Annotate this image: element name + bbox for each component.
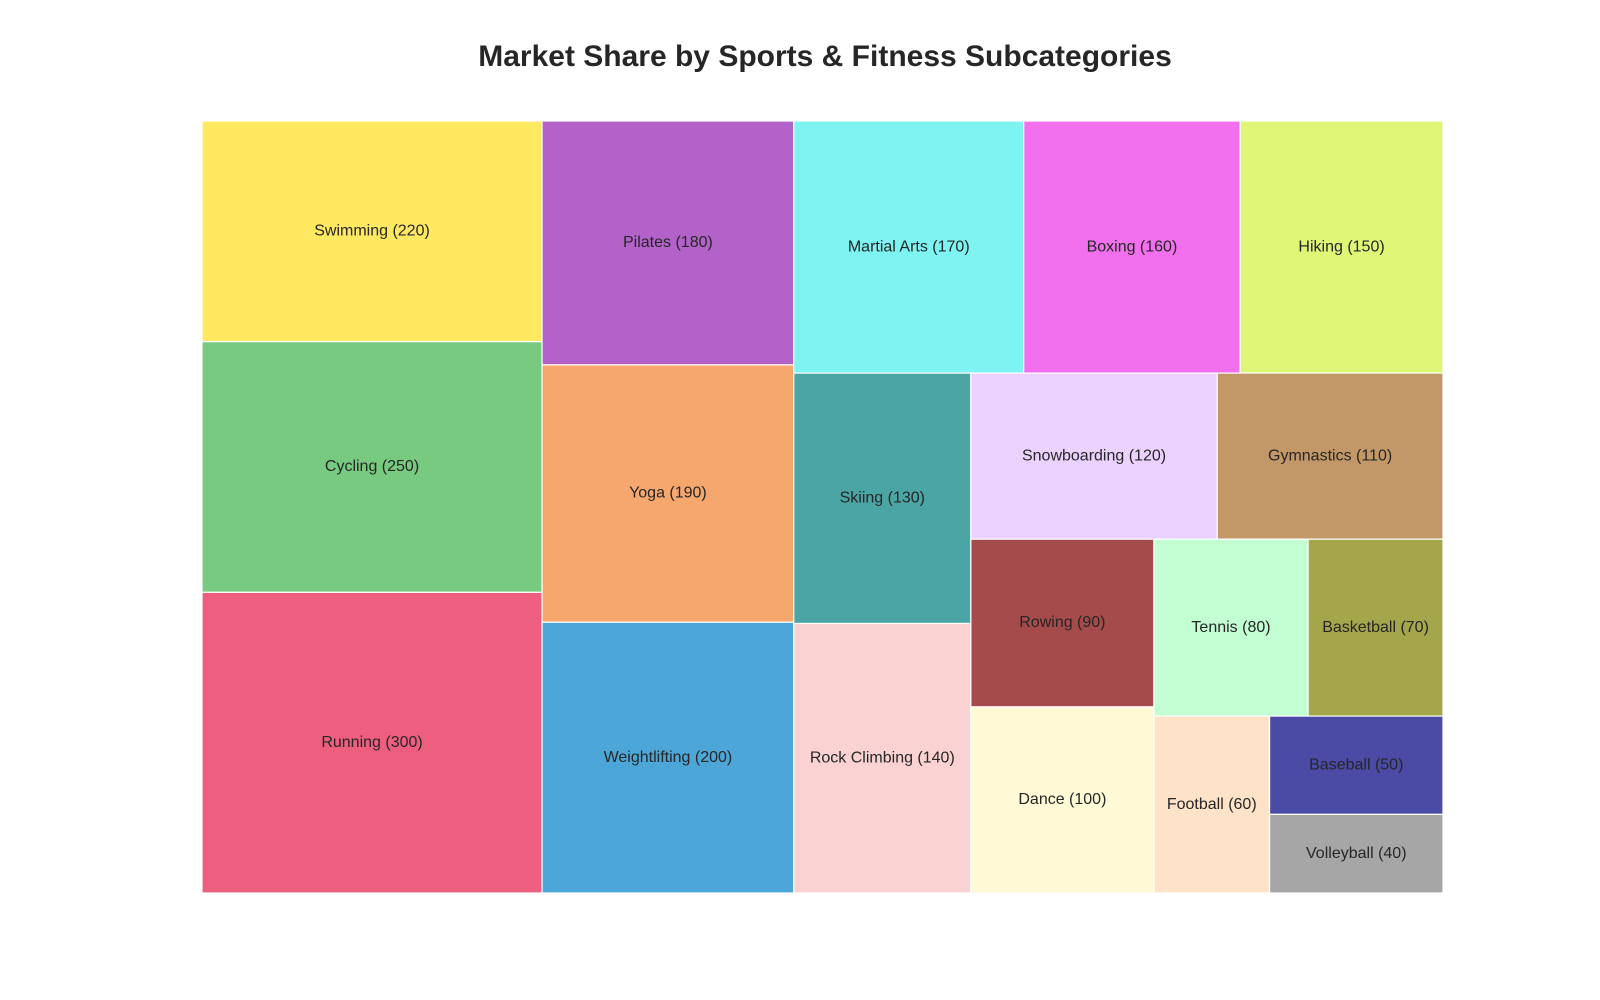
tile-label-martial-arts: Martial Arts (170) bbox=[848, 238, 970, 255]
tile-label-rock-climbing: Rock Climbing (140) bbox=[810, 749, 955, 766]
tile-rock-climbing[interactable]: Rock Climbing (140) bbox=[793, 622, 972, 894]
tile-rect-hiking[interactable] bbox=[1239, 120, 1444, 374]
tile-label-gymnastics: Gymnastics (110) bbox=[1268, 447, 1392, 464]
tile-swimming[interactable]: Swimming (220) bbox=[201, 120, 543, 343]
tile-football[interactable]: Football (60) bbox=[1153, 715, 1271, 894]
tile-boxing[interactable]: Boxing (160) bbox=[1023, 120, 1241, 374]
tile-label-swimming: Swimming (220) bbox=[314, 223, 430, 240]
tile-label-weightlifting: Weightlifting (200) bbox=[604, 749, 733, 766]
tile-label-yoga: Yoga (190) bbox=[629, 485, 707, 502]
tile-label-tennis: Tennis (80) bbox=[1191, 619, 1270, 636]
tile-hiking[interactable]: Hiking (150) bbox=[1239, 120, 1444, 374]
tile-rect-volleyball[interactable] bbox=[1268, 813, 1444, 894]
tile-rect-tennis[interactable] bbox=[1153, 538, 1309, 717]
tile-martial-arts[interactable]: Martial Arts (170) bbox=[793, 120, 1025, 374]
tile-gymnastics[interactable]: Gymnastics (110) bbox=[1216, 372, 1444, 540]
tile-rect-skiing[interactable] bbox=[793, 372, 972, 625]
tile-label-cycling: Cycling (250) bbox=[325, 458, 419, 475]
tile-rect-swimming[interactable] bbox=[201, 120, 543, 343]
tile-rect-pilates[interactable] bbox=[541, 120, 795, 366]
tile-label-rowing: Rowing (90) bbox=[1019, 614, 1105, 631]
tile-label-hiking: Hiking (150) bbox=[1298, 238, 1384, 255]
tile-rect-dance[interactable] bbox=[970, 706, 1155, 894]
tile-baseball[interactable]: Baseball (50) bbox=[1268, 715, 1444, 815]
tile-label-snowboarding: Snowboarding (120) bbox=[1022, 447, 1166, 464]
tile-volleyball[interactable]: Volleyball (40) bbox=[1268, 813, 1444, 894]
tile-rect-basketball[interactable] bbox=[1307, 538, 1444, 717]
tile-label-football: Football (60) bbox=[1167, 796, 1257, 813]
tile-tennis[interactable]: Tennis (80) bbox=[1153, 538, 1309, 717]
tile-rect-yoga[interactable] bbox=[541, 364, 795, 623]
tile-dance[interactable]: Dance (100) bbox=[970, 706, 1155, 894]
tile-skiing[interactable]: Skiing (130) bbox=[793, 372, 972, 625]
tile-rect-boxing[interactable] bbox=[1023, 120, 1241, 374]
tile-label-boxing: Boxing (160) bbox=[1087, 238, 1178, 255]
tile-weightlifting[interactable]: Weightlifting (200) bbox=[541, 621, 795, 894]
tile-rect-martial-arts[interactable] bbox=[793, 120, 1025, 374]
tile-rect-baseball[interactable] bbox=[1268, 715, 1444, 815]
tile-pilates[interactable]: Pilates (180) bbox=[541, 120, 795, 366]
tile-label-running: Running (300) bbox=[321, 734, 422, 751]
tile-snowboarding[interactable]: Snowboarding (120) bbox=[970, 372, 1218, 540]
tile-running[interactable]: Running (300) bbox=[201, 591, 543, 894]
tile-rect-rowing[interactable] bbox=[970, 538, 1155, 708]
tile-rect-running[interactable] bbox=[201, 591, 543, 894]
tile-rect-football[interactable] bbox=[1153, 715, 1271, 894]
tile-rect-rock-climbing[interactable] bbox=[793, 622, 972, 894]
tile-cycling[interactable]: Cycling (250) bbox=[201, 340, 543, 593]
tile-rect-snowboarding[interactable] bbox=[970, 372, 1218, 540]
tile-rowing[interactable]: Rowing (90) bbox=[970, 538, 1155, 708]
tile-label-volleyball: Volleyball (40) bbox=[1306, 845, 1407, 862]
tile-rect-gymnastics[interactable] bbox=[1216, 372, 1444, 540]
tile-label-basketball: Basketball (70) bbox=[1322, 619, 1429, 636]
tile-label-dance: Dance (100) bbox=[1018, 791, 1106, 808]
chart-title: Market Share by Sports & Fitness Subcate… bbox=[478, 40, 1172, 73]
tile-rect-weightlifting[interactable] bbox=[541, 621, 795, 894]
tile-label-skiing: Skiing (130) bbox=[840, 489, 925, 506]
tile-yoga[interactable]: Yoga (190) bbox=[541, 364, 795, 623]
tile-label-baseball: Baseball (50) bbox=[1309, 756, 1403, 773]
tile-label-pilates: Pilates (180) bbox=[623, 234, 713, 251]
tile-basketball[interactable]: Basketball (70) bbox=[1307, 538, 1444, 717]
